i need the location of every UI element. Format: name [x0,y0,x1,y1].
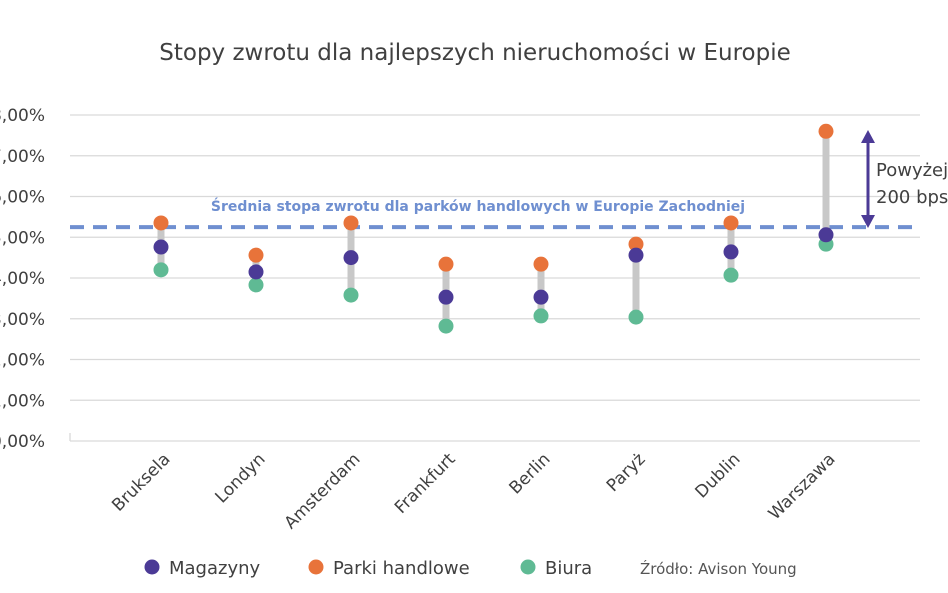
y-tick-label: 3,00% [0,310,45,330]
point-biura [343,287,359,303]
point-biura [628,309,644,325]
legend-marker [308,559,324,575]
x-tick-label: Paryż [603,449,650,496]
point-parki-handlowe [438,256,454,272]
point-biura [248,277,264,293]
point-parki-handlowe [723,215,739,231]
y-tick-label: 4,00% [0,269,45,289]
chart-title: Stopy zwrotu dla najlepszych nieruchomoś… [159,40,790,66]
arrow-head-up-icon [861,130,875,143]
annotation-line2: 200 bps [876,187,948,208]
legend-label: Parki handlowe [333,558,470,579]
x-tick-label: Amsterdam [281,449,365,533]
legend-label: Biura [545,558,592,579]
legend-label: Magazyny [169,558,261,579]
point-parki-handlowe [248,247,264,263]
point-parki-handlowe [153,215,169,231]
y-tick-label: 8,00% [0,106,45,126]
x-tick-label: Frankfurt [391,449,460,518]
reference-line-label: Średnia stopa zwrotu dla parków handlowy… [211,197,745,215]
point-magazyny [248,264,264,280]
point-magazyny [438,289,454,305]
point-biura [723,267,739,283]
point-magazyny [153,239,169,255]
point-parki-handlowe [533,256,549,272]
point-biura [438,318,454,334]
x-tick-label: Dublin [692,449,745,502]
point-biura [533,308,549,324]
y-tick-label: 2,00% [0,351,45,371]
point-parki-handlowe [343,215,359,231]
y-tick-label: 0,00% [0,432,45,452]
legend-marker [144,559,160,575]
y-tick-label: 6,00% [0,188,45,208]
point-biura [153,262,169,278]
x-tick-label: Londyn [212,449,270,507]
point-magazyny [533,289,549,305]
point-magazyny [343,250,359,266]
y-tick-label: 5,00% [0,228,45,248]
annotation-line1: Powyżej [876,160,948,181]
point-magazyny [628,247,644,263]
y-tick-label: 7,00% [0,147,45,167]
source-note: Źródło: Avison Young [640,559,797,578]
point-parki-handlowe [818,123,834,139]
point-magazyny [818,227,834,243]
point-magazyny [723,244,739,260]
x-tick-label: Bruksela [108,449,174,515]
arrow-head-down-icon [861,215,875,228]
legend-marker [520,559,536,575]
x-tick-label: Berlin [506,449,555,498]
y-tick-label: 1,00% [0,391,45,411]
point-parki-handlowe [628,236,644,252]
x-tick-label: Warszawa [765,449,840,524]
